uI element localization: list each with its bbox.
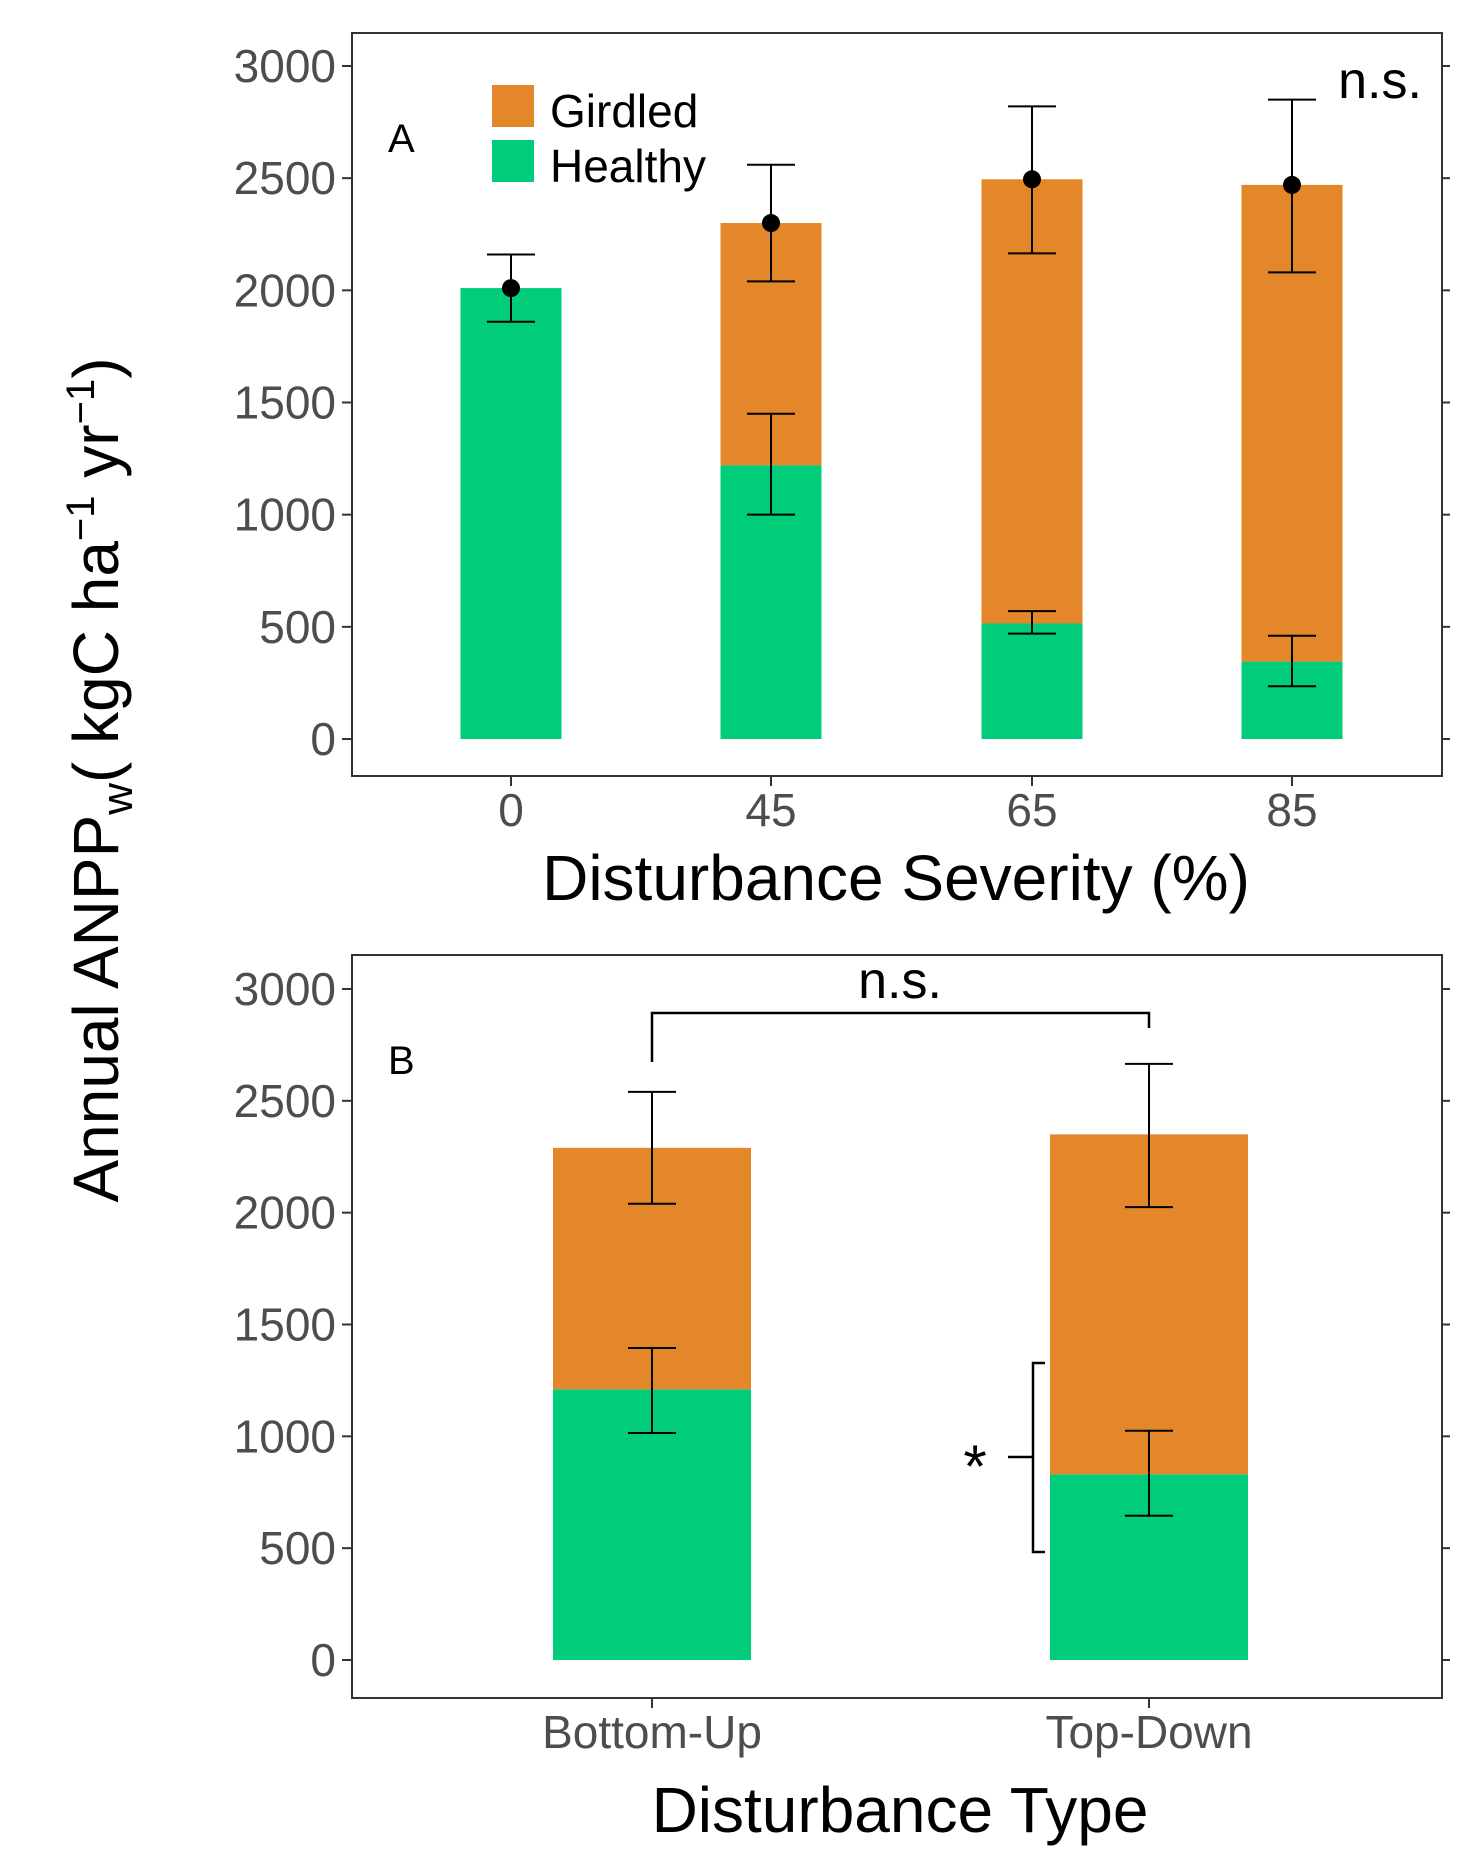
y-axis-title-units-close: ) <box>60 357 132 378</box>
legend-healthy-swatch <box>492 140 534 182</box>
panel-a-errorbar-healthy <box>747 412 795 516</box>
panel-a-letter: A <box>388 117 415 161</box>
panel-b-y-tick-label: 1500 <box>234 1299 336 1351</box>
y-axis-title: Annual ANPPw( kgC ha−1 yr−1) <box>59 357 142 1202</box>
panel-b-y-tick-label: 0 <box>310 1634 336 1686</box>
panel-a-errorbar-healthy <box>1008 610 1056 635</box>
panel-a-x-tick-label: 45 <box>745 784 796 836</box>
y-axis-title-units-open: ( kgC ha <box>60 541 132 783</box>
panel-b-y-tick-label: 500 <box>259 1522 336 1574</box>
panel-a-total-point <box>1283 175 1301 194</box>
panel-a: 0 500 1000 1500 2000 2500 3000 0 45 65 85 A n.s. G… <box>234 32 1450 914</box>
panel-b-frame <box>351 954 1443 1699</box>
panel-a-y-tick-label: 500 <box>259 601 336 653</box>
panel-b-y-tick-label: 2500 <box>234 1075 336 1127</box>
y-axis-title-exponent-2: −1 <box>59 379 103 425</box>
panel-b-x-tick-label: Top-Down <box>1045 1706 1252 1758</box>
panel-a-x-tick-label: 65 <box>1006 784 1057 836</box>
panel-b-errorbar-total <box>628 1090 676 1205</box>
panel-a-total-point <box>1023 170 1041 189</box>
significance-bracket-label: n.s. <box>858 952 942 1010</box>
legend-healthy-label: Healthy <box>550 140 706 192</box>
panel-b-x-axis-title: Disturbance Type <box>652 1774 1149 1846</box>
panel-a-bar-healthy <box>981 623 1083 739</box>
panel-a-x-tick-label: 0 <box>498 784 524 836</box>
y-axis-title-exponent-1: −1 <box>59 495 103 541</box>
y-axis-title-subscript: w <box>93 783 142 816</box>
panel-b-y-tick-label: 3000 <box>234 963 336 1015</box>
panel-a-x-tick-label: 85 <box>1266 784 1317 836</box>
significance-brace: * <box>963 1361 1045 1554</box>
y-axis-title-main: Annual ANPP <box>60 815 132 1203</box>
panel-a-y-tick-label: 1500 <box>234 377 336 429</box>
legend-girdled-label: Girdled <box>550 85 698 137</box>
panel-a-total-point <box>502 279 520 298</box>
panel-a-bar-healthy <box>460 288 562 739</box>
panel-b: 0 500 1000 1500 2000 2500 3000 Bottom-Up Top-Dow… <box>234 952 1450 1846</box>
panel-b-errorbar-healthy <box>1125 1429 1173 1517</box>
panel-b-errorbar-healthy <box>628 1346 676 1434</box>
significance-brace-line <box>1008 1361 1045 1554</box>
panel-a-y-tick-label: 0 <box>310 713 336 765</box>
panel-a-marks: 0 500 1000 1500 2000 2500 3000 0 45 65 85 <box>234 40 1450 836</box>
panel-b-marks: 0 500 1000 1500 2000 2500 3000 Bottom-Up Top-Dow… <box>234 963 1450 1758</box>
y-axis-title-text: Annual ANPPw( kgC ha−1 yr−1) <box>59 357 142 1202</box>
panel-a-total-point <box>762 214 780 233</box>
legend: Girdled Healthy <box>492 85 706 192</box>
panel-a-x-axis-title: Disturbance Severity (%) <box>542 842 1250 914</box>
y-axis-title-units-mid: yr <box>60 424 132 495</box>
panel-b-letter: B <box>388 1039 415 1083</box>
panel-a-y-tick-label: 1000 <box>234 489 336 541</box>
panel-a-ns-label: n.s. <box>1338 52 1422 110</box>
panel-a-errorbar-healthy <box>1268 634 1316 688</box>
panel-a-y-tick-label: 3000 <box>234 40 336 92</box>
significance-bracket: n.s. <box>650 952 1151 1062</box>
panel-b-bar-healthy <box>553 1389 751 1660</box>
panel-a-y-tick-label: 2000 <box>234 264 336 316</box>
panel-b-y-tick-label: 1000 <box>234 1410 336 1462</box>
panel-a-y-tick-label: 2500 <box>234 152 336 204</box>
significance-star: * <box>963 1433 986 1500</box>
legend-girdled-swatch <box>492 85 534 127</box>
panel-b-x-tick-label: Bottom-Up <box>542 1706 762 1758</box>
panel-b-errorbar-total <box>1125 1062 1173 1209</box>
panel-b-y-tick-label: 2000 <box>234 1187 336 1239</box>
significance-bracket-line <box>650 1011 1151 1062</box>
